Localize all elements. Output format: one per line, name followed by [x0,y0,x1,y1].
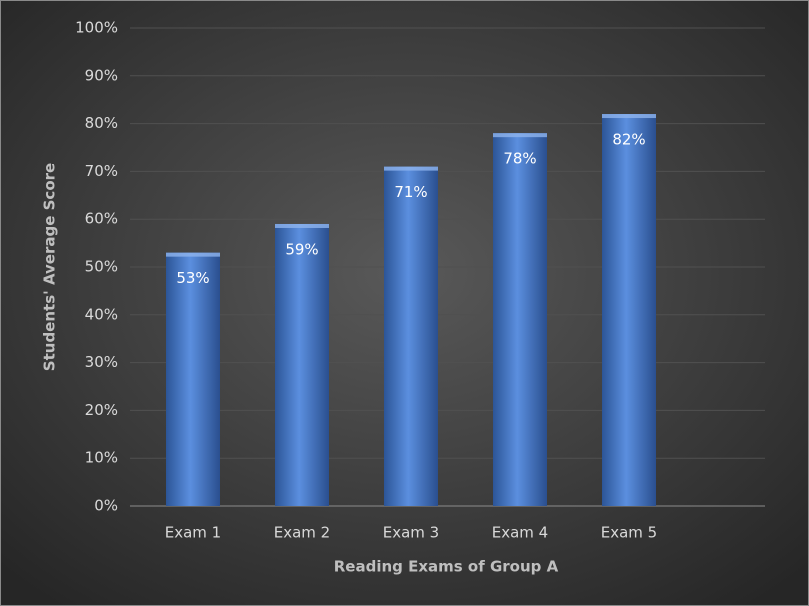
y-tick-label: 30% [85,353,118,371]
y-tick-label: 10% [85,449,118,467]
bar [275,223,329,507]
y-tick-label: 80% [85,114,118,132]
bar [384,166,438,506]
x-tick-label: Exam 4 [492,524,548,542]
x-tick-label: Exam 1 [165,524,221,542]
y-tick-label: 90% [85,66,118,84]
y-tick-label: 20% [85,401,118,419]
bar-cap [166,252,220,257]
y-tick-label: 70% [85,162,118,180]
y-axis-title: Students' Average Score [41,163,59,371]
bar-cap [493,133,547,138]
y-tick-label: 100% [75,19,118,37]
bar [602,114,656,506]
x-tick-label: Exam 2 [274,524,330,542]
x-tick-label: Exam 5 [601,524,657,542]
bar-cap [384,166,438,171]
bar-cap [275,223,329,228]
y-tick-label: 50% [85,258,118,276]
bar-cap [602,114,656,119]
data-label: 82% [612,131,645,149]
y-tick-label: 60% [85,210,118,228]
data-label: 71% [394,183,427,201]
data-label: 53% [176,269,209,287]
data-label: 59% [285,240,318,258]
x-axis-title: Reading Exams of Group A [334,558,559,576]
y-tick-label: 40% [85,305,118,323]
data-label: 78% [503,150,536,168]
bar [166,252,220,506]
y-tick-label: 0% [94,497,118,515]
bar [493,133,547,506]
x-tick-label: Exam 3 [383,524,439,542]
